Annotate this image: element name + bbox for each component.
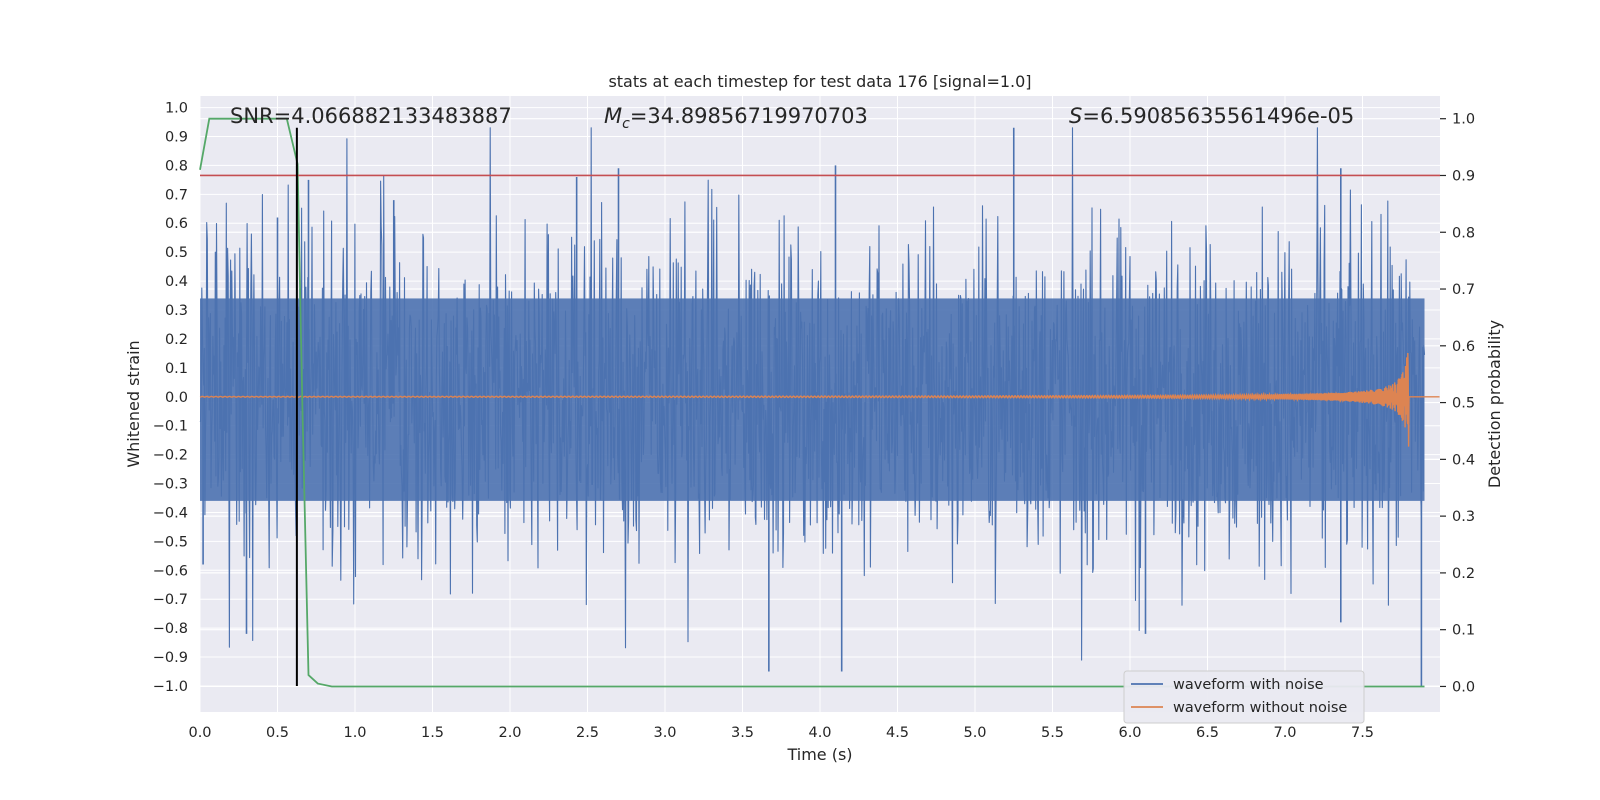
- y2-axis-ticks: 1.0 0.9 0.8 0.7 0.6 0.5 0.4 0.3 0.2 0.1 0.0: [1440, 112, 1475, 695]
- waveform-with-noise-series: [199, 127, 1426, 686]
- chirp-mass-annotation: Mc=34.89856719970703: [604, 104, 868, 132]
- y-tick-label: 1.0: [165, 101, 188, 117]
- y-tick-label: −0.2: [153, 448, 188, 464]
- y-tick-label: 0.9: [165, 129, 188, 145]
- y2-axis-label: Detection probability: [1485, 320, 1504, 488]
- x-tick-label: 5.5: [1041, 725, 1064, 741]
- x-tick-label: 2.5: [576, 725, 599, 741]
- detection-probability-line: [199, 117, 1425, 688]
- y2-tick-label: 0.5: [1452, 396, 1475, 412]
- y2-tick-label: 0.3: [1452, 509, 1475, 525]
- legend: waveform with noise waveform without noi…: [1123, 670, 1365, 724]
- y-tick-label: −0.1: [153, 419, 188, 435]
- x-tick-label: 3.0: [653, 725, 676, 741]
- y2-tick-label: 0.1: [1452, 623, 1475, 639]
- x-tick-label: 0.5: [266, 725, 289, 741]
- detection-probability-series: [199, 117, 1425, 688]
- s-annotation: S=6.59085635561496e-05: [1069, 104, 1354, 128]
- y-tick-label: 0.1: [165, 361, 188, 377]
- chirp-mass-symbol: M: [604, 104, 622, 128]
- y-tick-label: 0.4: [165, 274, 188, 290]
- y-tick-label: −0.4: [153, 505, 188, 521]
- y-tick-label: −0.5: [153, 534, 188, 550]
- s-symbol: S: [1069, 104, 1082, 128]
- y-tick-label: 0.6: [165, 216, 188, 232]
- x-axis-label: Time (s): [786, 745, 852, 764]
- waveform-without-noise-line: [199, 352, 1440, 447]
- x-tick-label: 1.0: [343, 725, 366, 741]
- x-tick-label: 7.5: [1351, 725, 1374, 741]
- x-tick-label: 7.0: [1273, 725, 1296, 741]
- noise-dense-band: [200, 298, 1425, 501]
- y-tick-label: 0.3: [165, 303, 188, 319]
- reference-lines: [200, 127, 1440, 686]
- y-tick-label: −1.0: [153, 679, 188, 695]
- x-tick-label: 0.0: [188, 725, 211, 741]
- y-tick-label: −0.3: [153, 477, 188, 493]
- y-tick-label: −0.7: [153, 592, 188, 608]
- snr-annotation: SNR=4.066882133483887: [230, 104, 512, 128]
- y2-tick-label: 0.0: [1452, 679, 1475, 695]
- y2-tick-label: 1.0: [1452, 112, 1475, 128]
- y-tick-label: 0.5: [165, 245, 188, 261]
- x-tick-label: 5.0: [963, 725, 986, 741]
- legend-box: [1123, 670, 1365, 724]
- chirp-mass-value: =34.89856719970703: [630, 104, 868, 128]
- y2-tick-label: 0.6: [1452, 339, 1475, 355]
- x-tick-label: 2.0: [498, 725, 521, 741]
- y-tick-label: 0.2: [165, 332, 188, 348]
- y2-tick-label: 0.4: [1452, 452, 1475, 468]
- x-tick-label: 1.5: [421, 725, 444, 741]
- y-tick-label: −0.9: [153, 650, 188, 666]
- x-tick-label: 6.0: [1118, 725, 1141, 741]
- y-tick-label: 0.8: [165, 158, 188, 174]
- waveform-without-noise-series: [199, 352, 1440, 447]
- y2-tick-label: 0.2: [1452, 566, 1475, 582]
- y2-tick-label: 0.9: [1452, 168, 1475, 184]
- x-tick-label: 3.5: [731, 725, 754, 741]
- y-tick-label: −0.8: [153, 621, 188, 637]
- y-tick-label: 0.0: [165, 390, 188, 406]
- y2-tick-label: 0.8: [1452, 225, 1475, 241]
- x-tick-label: 4.0: [808, 725, 831, 741]
- s-value: =6.59085635561496e-05: [1082, 104, 1354, 128]
- x-axis-ticks: 0.0 0.5 1.0 1.5 2.0 2.5 3.0 3.5 4.0 4.5 5.0 5.5 6.0 6…: [188, 725, 1374, 741]
- y-tick-label: 0.7: [165, 187, 188, 203]
- legend-label-clean: waveform without noise: [1173, 700, 1347, 716]
- y-axis-label: Whitened strain: [124, 340, 143, 467]
- chirp-mass-subscript: c: [622, 116, 630, 132]
- x-tick-label: 4.5: [886, 725, 909, 741]
- y-tick-label: −0.6: [153, 563, 188, 579]
- legend-label-noisy: waveform with noise: [1173, 677, 1324, 693]
- x-tick-label: 6.5: [1196, 725, 1219, 741]
- y-axis-ticks: 1.0 0.9 0.8 0.7 0.6 0.5 0.4 0.3 0.2 0.1 0.0 −0.1 −0.…: [153, 101, 188, 695]
- chart-title: stats at each timestep for test data 176…: [608, 72, 1031, 91]
- y2-tick-label: 0.7: [1452, 282, 1475, 298]
